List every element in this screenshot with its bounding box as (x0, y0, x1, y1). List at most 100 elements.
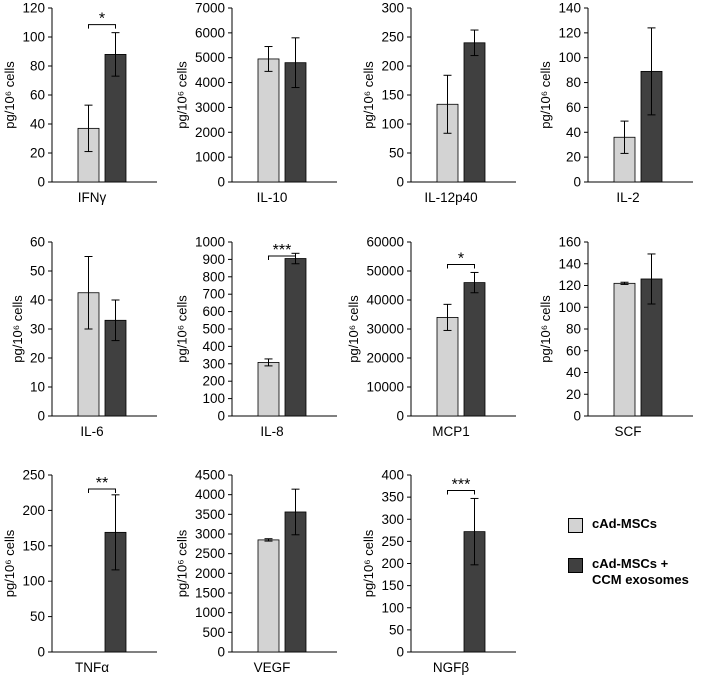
y-tick-label: 40 (566, 365, 581, 380)
y-tick-label: 1000 (195, 605, 225, 620)
panel-ifn--0: 0 20 40 60 80 100 120 pg/10⁶ cells * IFNγ (2, 1, 157, 205)
y-tick-label: 250 (381, 30, 404, 45)
legend-label-treated: cAd-MSCs + CCM exosomes (592, 556, 689, 587)
y-tick-label: 20000 (366, 351, 404, 366)
panel-mcp1-6: 0 10000 20000 30000 40000 50000 60000 pg/10⁶ ce… (346, 235, 516, 439)
y-tick-label: 20 (30, 351, 45, 366)
bar-control (257, 58, 280, 183)
y-tick-label: 2000 (195, 566, 225, 581)
category-label: IL-12p40 (424, 190, 477, 205)
bar-control (613, 282, 636, 417)
y-tick-label: 60 (566, 100, 581, 115)
y-tick-label: 60 (30, 235, 45, 250)
y-tick-label: 6000 (195, 25, 225, 40)
y-tick-label: 500 (202, 322, 225, 337)
y-tick-label: 120 (558, 25, 581, 40)
panel-tnf--8: 0 50 100 150 200 250 pg/10⁶ cells ** TNFα (2, 468, 157, 675)
significance-marker: * (458, 250, 464, 267)
y-tick-label: 40 (566, 125, 581, 140)
y-tick-label: 40 (30, 293, 45, 308)
y-tick-label: 800 (202, 269, 225, 284)
panel-il-8-5: 0 100 200 300 400 500 600 700 800 900 1000 pg/10⁶ c… (175, 235, 337, 439)
panel-vegf-9: 0 500 1000 1500 2000 2500 3000 3500 4000 4500 pg/1… (175, 468, 337, 675)
panel-il-10-1: 0 1000 2000 3000 4000 5000 6000 7000 pg/10⁶ cell… (175, 1, 337, 205)
y-tick-label: 0 (396, 409, 404, 424)
y-tick-label: 7000 (195, 1, 225, 16)
y-axis-label: pg/10⁶ cells (10, 295, 25, 363)
y-tick-label: 80 (30, 59, 45, 74)
category-label: IL-6 (80, 424, 103, 439)
y-tick-label: 300 (381, 512, 404, 527)
y-tick-label: 100 (381, 117, 404, 132)
y-tick-label: 0 (37, 409, 45, 424)
y-tick-label: 100 (381, 600, 404, 615)
panel-il-2-3: 0 20 40 60 80 100 120 140 pg/10⁶ cells IL-2 (538, 1, 693, 205)
y-tick-label: 50 (30, 264, 45, 279)
y-tick-label: 30000 (366, 322, 404, 337)
category-label: SCF (615, 424, 642, 439)
significance-bracket (447, 263, 475, 269)
bar-control (257, 362, 280, 417)
y-tick-label: 50000 (366, 264, 404, 279)
y-tick-label: 140 (558, 256, 581, 271)
y-tick-label: 0 (396, 175, 404, 190)
y-tick-label: 3000 (195, 527, 225, 542)
legend-label-control: cAd-MSCs (592, 516, 658, 531)
y-tick-label: 100 (202, 391, 225, 406)
y-axis-label: pg/10⁶ cells (2, 61, 17, 129)
y-tick-label: 0 (396, 645, 404, 660)
y-tick-label: 120 (558, 278, 581, 293)
y-tick-label: 60 (566, 343, 581, 358)
y-tick-label: 100 (558, 50, 581, 65)
y-tick-label: 4500 (195, 468, 225, 483)
y-tick-label: 10 (30, 380, 45, 395)
significance-bracket (447, 489, 475, 495)
significance-marker: *** (273, 242, 292, 259)
y-tick-label: 0 (37, 175, 45, 190)
chart-legend: cAd-MSCs cAd-MSCs + CCM exosomes (566, 516, 709, 596)
legend-item-treated: cAd-MSCs + CCM exosomes (566, 556, 709, 596)
y-tick-label: 200 (202, 374, 225, 389)
y-tick-label: 600 (202, 304, 225, 319)
y-tick-label: 1500 (195, 586, 225, 601)
y-axis-label: pg/10⁶ cells (2, 529, 17, 597)
y-tick-label: 0 (573, 175, 581, 190)
y-tick-label: 0 (217, 175, 225, 190)
y-tick-label: 250 (381, 534, 404, 549)
y-tick-label: 20 (30, 146, 45, 161)
y-tick-label: 150 (381, 578, 404, 593)
y-tick-label: 20 (566, 387, 581, 402)
legend-swatch-treated (568, 558, 583, 573)
y-tick-label: 0 (573, 409, 581, 424)
y-tick-label: 50 (389, 622, 404, 637)
category-label: IL-10 (257, 190, 288, 205)
legend-item-control: cAd-MSCs (566, 516, 709, 556)
y-tick-label: 150 (22, 538, 45, 553)
y-tick-label: 300 (202, 356, 225, 371)
y-tick-label: 100 (558, 300, 581, 315)
y-tick-label: 0 (37, 645, 45, 660)
y-tick-label: 4000 (195, 75, 225, 90)
y-axis-label: pg/10⁶ cells (361, 61, 376, 129)
bar-treated (463, 42, 486, 183)
category-label: VEGF (254, 660, 291, 675)
panel-il-12p40-2: 0 50 100 150 200 250 300 pg/10⁶ cells IL-12p40 (361, 1, 516, 205)
y-tick-label: 1000 (195, 150, 225, 165)
y-axis-label: pg/10⁶ cells (361, 529, 376, 597)
y-axis-label: pg/10⁶ cells (175, 295, 190, 363)
y-tick-label: 4000 (195, 487, 225, 502)
y-tick-label: 2000 (195, 125, 225, 140)
y-tick-label: 10000 (366, 380, 404, 395)
y-tick-label: 3500 (195, 507, 225, 522)
y-tick-label: 700 (202, 287, 225, 302)
category-label: IL-2 (616, 190, 639, 205)
y-tick-label: 1000 (195, 235, 225, 250)
category-label: IFNγ (78, 190, 107, 205)
bar-treated (463, 282, 486, 417)
y-tick-label: 400 (381, 468, 404, 483)
y-axis-label: pg/10⁶ cells (175, 61, 190, 129)
y-tick-label: 200 (381, 59, 404, 74)
y-tick-label: 60 (30, 88, 45, 103)
y-tick-label: 250 (22, 468, 45, 483)
significance-marker: ** (96, 475, 108, 492)
